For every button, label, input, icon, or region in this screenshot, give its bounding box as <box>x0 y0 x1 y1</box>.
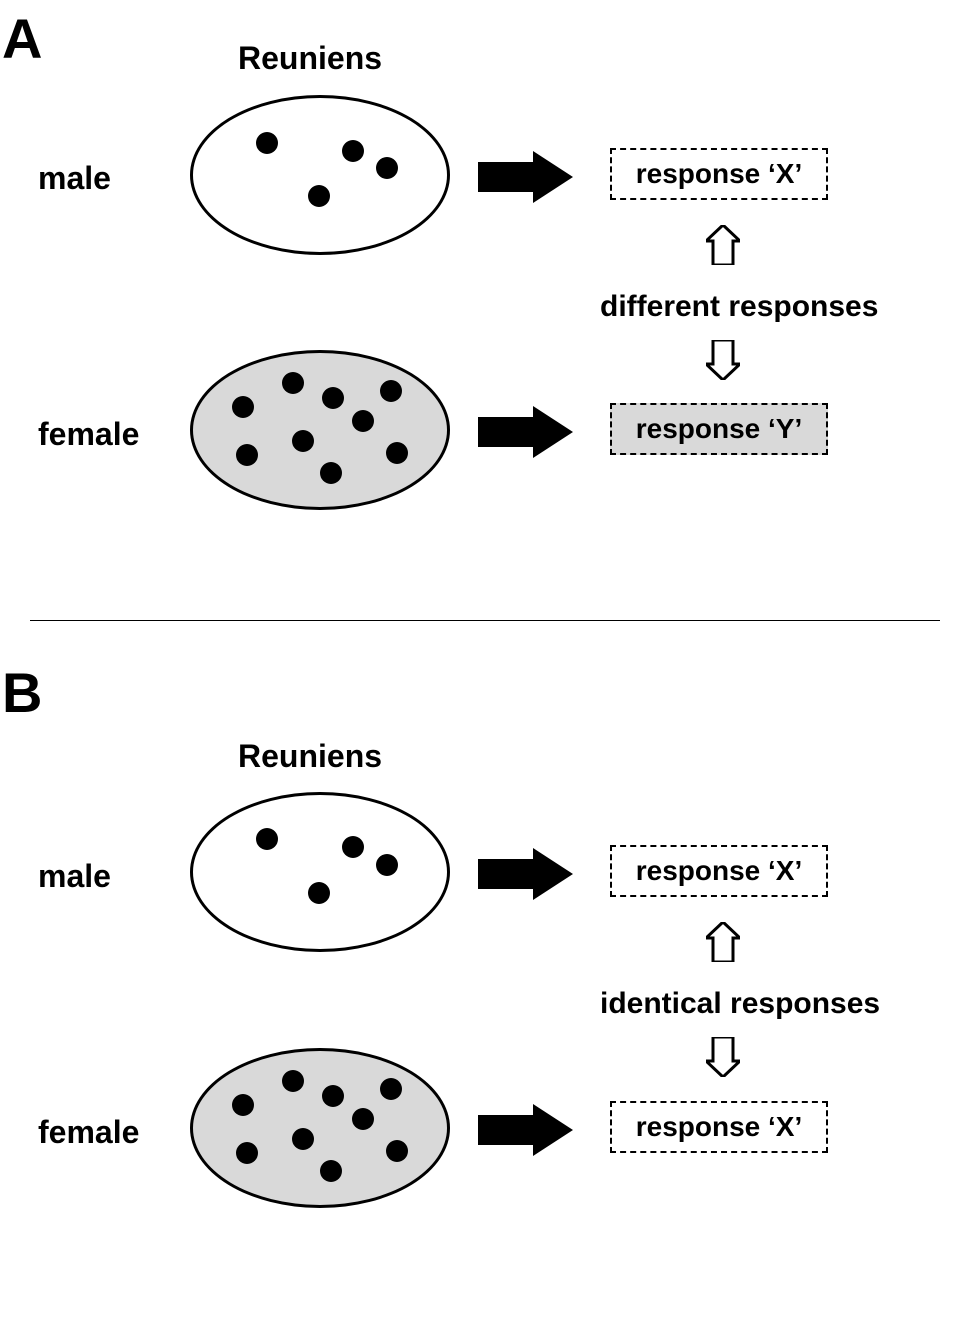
panel-letter: A <box>2 6 42 71</box>
panel-divider <box>30 620 940 621</box>
neuron-dot <box>256 132 278 154</box>
panel-letter: B <box>2 660 42 725</box>
neuron-dot <box>376 157 398 179</box>
neuron-dot <box>292 430 314 452</box>
response-text: response ‘X’ <box>636 158 803 190</box>
neuron-dot <box>320 1160 342 1182</box>
response-text: response ‘Y’ <box>636 413 803 445</box>
response-text: response ‘X’ <box>636 855 803 887</box>
response-text: response ‘X’ <box>636 1111 803 1143</box>
row-label-male: male <box>38 160 111 197</box>
arrow-right-icon <box>478 1104 573 1161</box>
neuron-dot <box>376 854 398 876</box>
neuron-dot <box>386 442 408 464</box>
arrow-right-icon <box>478 406 573 463</box>
response-box: response ‘X’ <box>610 845 828 897</box>
panel-heading: Reuniens <box>238 738 382 775</box>
response-box: response ‘X’ <box>610 1101 828 1153</box>
neuron-dot <box>232 1094 254 1116</box>
reuniens-ellipse-male <box>190 95 450 255</box>
neuron-dot <box>282 372 304 394</box>
neuron-dot <box>352 410 374 432</box>
neuron-dot <box>322 1085 344 1107</box>
reuniens-ellipse-female <box>190 350 450 510</box>
neuron-dot <box>236 1142 258 1164</box>
neuron-dot <box>342 836 364 858</box>
neuron-dot <box>256 828 278 850</box>
arrow-down-outline-icon <box>706 340 740 385</box>
row-label-female: female <box>38 1114 139 1151</box>
neuron-dot <box>282 1070 304 1092</box>
comparison-text: different responses <box>600 290 878 324</box>
neuron-dot <box>232 396 254 418</box>
neuron-dot <box>320 462 342 484</box>
neuron-dot <box>308 185 330 207</box>
comparison-text: identical responses <box>600 987 880 1021</box>
response-box: response ‘Y’ <box>610 403 828 455</box>
arrow-down-outline-icon <box>706 1037 740 1082</box>
neuron-dot <box>292 1128 314 1150</box>
neuron-dot <box>342 140 364 162</box>
neuron-dot <box>308 882 330 904</box>
row-label-male: male <box>38 858 111 895</box>
neuron-dot <box>386 1140 408 1162</box>
row-label-female: female <box>38 416 139 453</box>
arrow-up-outline-icon <box>706 922 740 967</box>
arrow-right-icon <box>478 848 573 905</box>
reuniens-ellipse-male <box>190 792 450 952</box>
arrow-right-icon <box>478 151 573 208</box>
response-box: response ‘X’ <box>610 148 828 200</box>
reuniens-ellipse-female <box>190 1048 450 1208</box>
neuron-dot <box>352 1108 374 1130</box>
neuron-dot <box>380 380 402 402</box>
neuron-dot <box>322 387 344 409</box>
arrow-up-outline-icon <box>706 225 740 270</box>
neuron-dot <box>236 444 258 466</box>
panel-heading: Reuniens <box>238 40 382 77</box>
neuron-dot <box>380 1078 402 1100</box>
